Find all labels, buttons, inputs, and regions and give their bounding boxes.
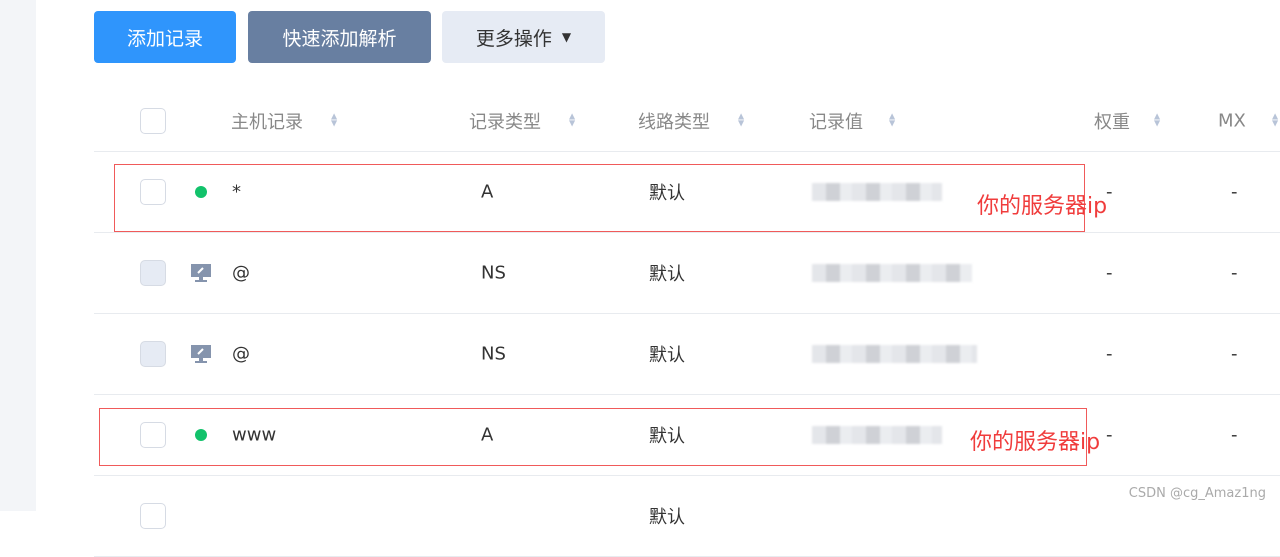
enabled-status-icon — [195, 186, 207, 198]
table-row[interactable]: 默认 — [94, 476, 1280, 557]
enabled-status-icon — [195, 429, 207, 441]
add-record-label: 添加记录 — [126, 27, 203, 50]
quick-add-button[interactable]: 快速添加解析 — [248, 11, 431, 63]
table-row[interactable]: * A 默认 - - — [94, 152, 1280, 233]
type-cell: A — [481, 424, 494, 446]
host-cell: * — [232, 181, 241, 203]
row-checkbox — [140, 260, 166, 286]
row-checkbox[interactable] — [140, 179, 166, 205]
host-cell: @ — [232, 262, 250, 284]
type-cell: NS — [481, 343, 506, 365]
row-checkbox[interactable] — [140, 422, 166, 448]
host-cell: www — [232, 424, 277, 446]
mx-cell: - — [1231, 343, 1238, 365]
weight-cell: - — [1106, 343, 1113, 365]
annotation-text: 你的服务器ip — [970, 430, 1101, 455]
sort-icon[interactable]: ▲ ▼ — [738, 111, 745, 128]
table-row[interactable]: www A 默认 - - — [94, 395, 1280, 476]
watermark: CSDN @cg_Amaz1ng — [1128, 486, 1266, 501]
add-record-button[interactable]: 添加记录 — [94, 11, 236, 63]
table-row[interactable]: @ NS 默认 - - — [94, 314, 1280, 395]
host-cell: @ — [232, 343, 250, 365]
weight-cell: - — [1106, 424, 1113, 446]
weight-cell: - — [1106, 262, 1113, 284]
annotation-box — [99, 408, 1087, 466]
row-checkbox[interactable] — [140, 503, 166, 529]
sort-icon[interactable]: ▲ ▼ — [569, 111, 576, 128]
sidebar — [0, 0, 36, 511]
sort-icon[interactable]: ▲ ▼ — [1272, 111, 1279, 128]
mx-cell: - — [1231, 181, 1238, 203]
system-record-icon — [191, 264, 211, 282]
sort-icon[interactable]: ▲ ▼ — [889, 111, 896, 128]
sort-icon[interactable]: ▲ ▼ — [1154, 111, 1161, 128]
more-actions-dropdown[interactable]: 更多操作 ▼ — [442, 11, 605, 63]
line-cell: 默认 — [649, 345, 685, 366]
type-cell: NS — [481, 262, 506, 284]
mx-cell: - — [1231, 424, 1238, 446]
type-cell: A — [481, 181, 494, 203]
column-value[interactable]: 记录值 — [809, 111, 863, 133]
quick-add-label: 快速添加解析 — [282, 27, 397, 50]
table-header: 主机记录 ▲ ▼ 记录类型 ▲ ▼ 线路类型 ▲ ▼ 记录值 ▲ ▼ 权重 ▲ ▼ MX … — [94, 90, 1280, 152]
select-all-checkbox[interactable] — [140, 107, 166, 134]
more-actions-label: 更多操作 — [475, 27, 552, 50]
column-line[interactable]: 线路类型 — [638, 111, 710, 133]
table-row[interactable]: @ NS 默认 - - — [94, 233, 1280, 314]
sort-icon[interactable]: ▲ ▼ — [331, 111, 338, 128]
column-weight[interactable]: 权重 — [1094, 111, 1130, 133]
line-cell: 默认 — [649, 507, 685, 528]
redacted-value — [812, 183, 942, 201]
weight-cell: - — [1106, 181, 1113, 203]
line-cell: 默认 — [649, 264, 685, 285]
system-record-icon — [191, 345, 211, 363]
line-cell: 默认 — [649, 183, 685, 204]
mx-cell: - — [1231, 262, 1238, 284]
column-type[interactable]: 记录类型 — [469, 111, 541, 133]
column-host[interactable]: 主机记录 — [231, 111, 303, 133]
annotation-text: 你的服务器ip — [977, 194, 1108, 219]
redacted-value — [812, 264, 972, 282]
caret-down-icon: ▼ — [561, 30, 572, 44]
annotation-box — [114, 164, 1085, 232]
column-mx[interactable]: MX — [1218, 110, 1246, 131]
redacted-value — [812, 345, 977, 363]
row-checkbox — [140, 341, 166, 367]
line-cell: 默认 — [649, 426, 685, 447]
redacted-value — [812, 426, 942, 444]
